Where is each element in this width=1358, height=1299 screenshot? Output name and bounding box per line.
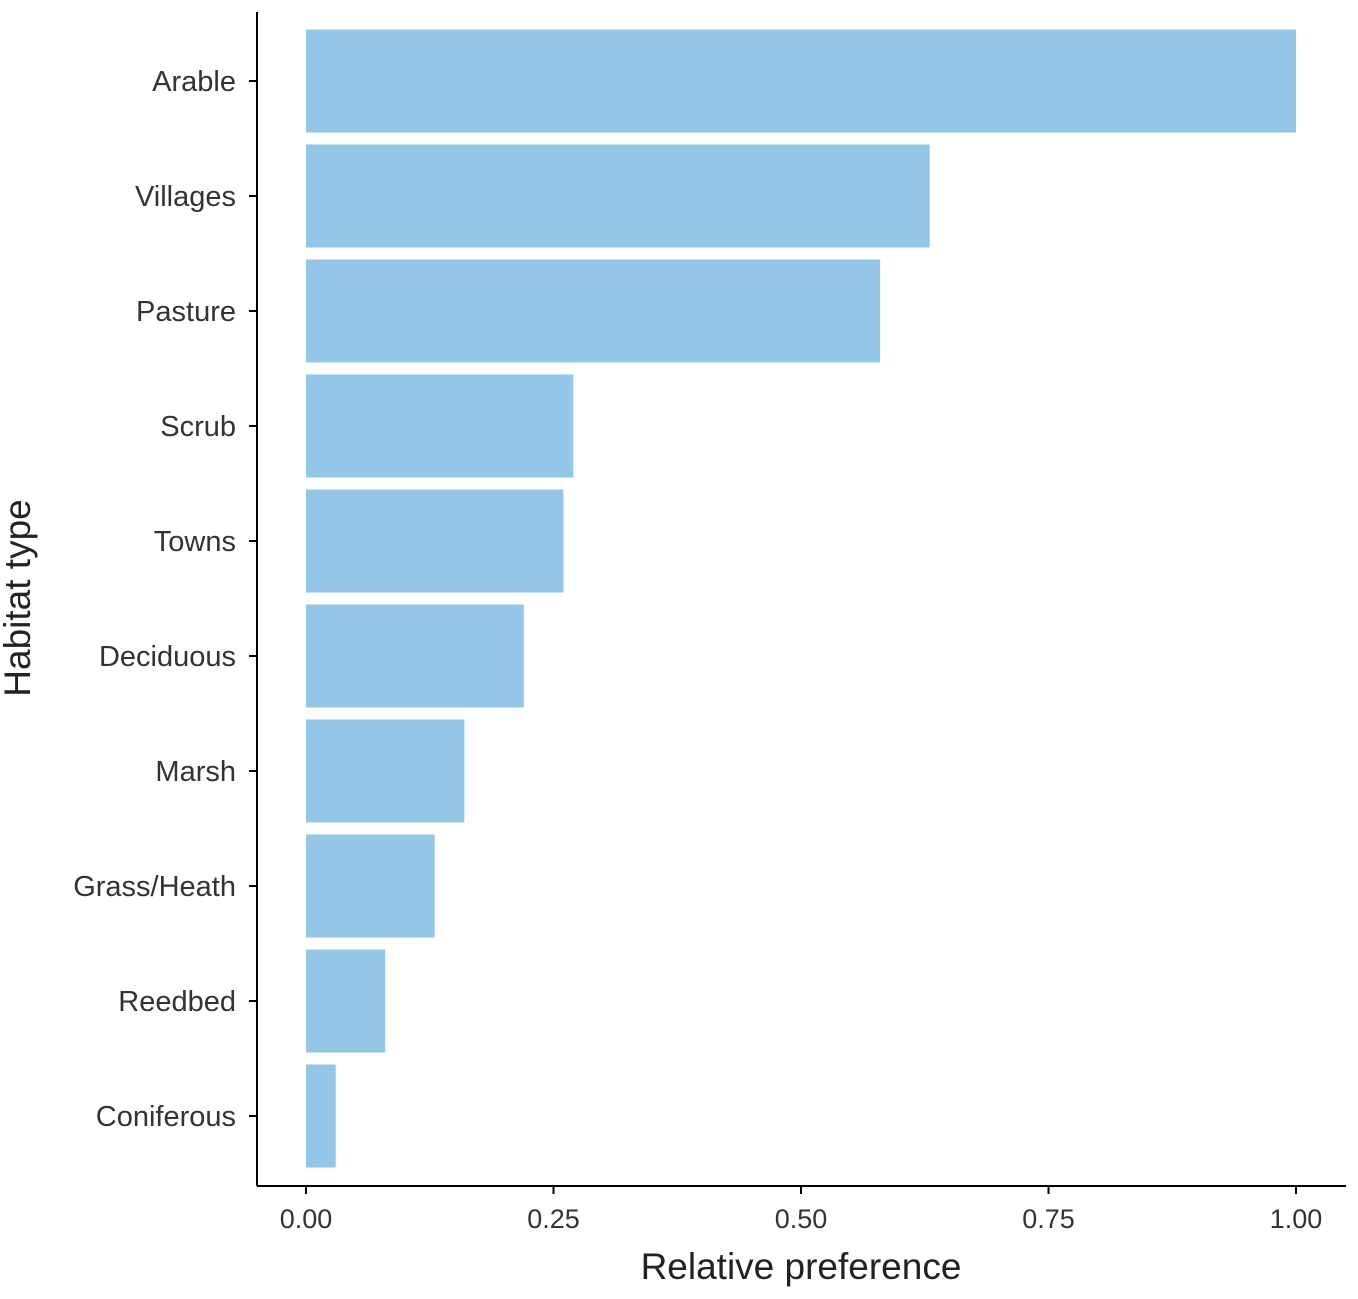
x-tick-label: 0.75 <box>1022 1204 1075 1234</box>
bar-villages <box>306 144 930 248</box>
bar-marsh <box>306 719 465 823</box>
x-ticks-group: 0.00 0.25 0.50 0.75 1.00 <box>280 1186 1323 1234</box>
bars-group <box>306 29 1296 1168</box>
x-tick-label: 0.50 <box>775 1204 828 1234</box>
bar-grass-heath <box>306 834 435 938</box>
bar-pasture <box>306 259 881 363</box>
y-tick-label: Grass/Heath <box>73 871 236 903</box>
y-tick-label: Deciduous <box>99 641 236 673</box>
bar-scrub <box>306 374 574 478</box>
y-tick-label: Marsh <box>155 756 236 788</box>
bar-arable <box>306 29 1296 133</box>
bar-coniferous <box>306 1064 336 1168</box>
y-axis-title: Habitat type <box>0 499 38 696</box>
y-ticks-group: Arable Villages Pasture Scrub Towns Deciduous… <box>73 66 257 1133</box>
bar-deciduous <box>306 604 524 708</box>
x-axis-title: Relative preference <box>641 1246 962 1287</box>
y-tick-label: Arable <box>152 66 236 98</box>
bar-reedbed <box>306 949 386 1053</box>
x-tick-label: 0.00 <box>280 1204 333 1234</box>
y-tick-label: Villages <box>135 181 236 213</box>
y-tick-label: Towns <box>154 526 236 558</box>
y-tick-label: Pasture <box>136 296 236 328</box>
y-tick-label: Coniferous <box>96 1101 236 1133</box>
y-tick-label: Scrub <box>160 411 236 443</box>
x-tick-label: 0.25 <box>527 1204 580 1234</box>
x-tick-label: 1.00 <box>1270 1204 1323 1234</box>
bar-towns <box>306 489 564 593</box>
y-tick-label: Reedbed <box>118 986 236 1018</box>
